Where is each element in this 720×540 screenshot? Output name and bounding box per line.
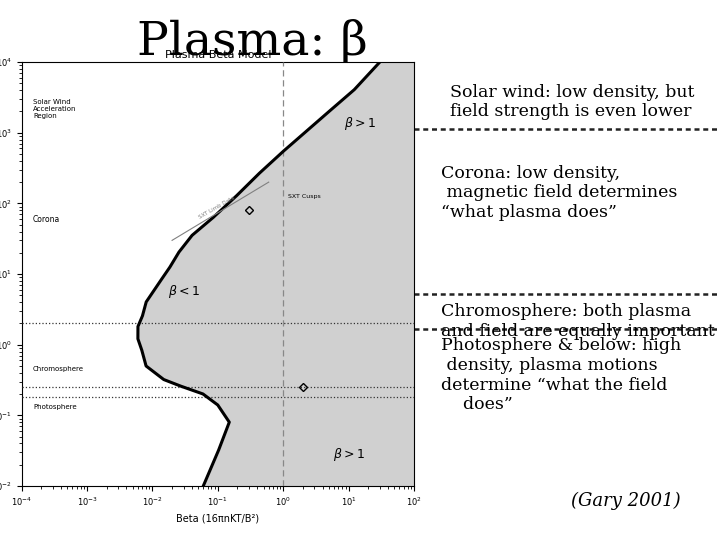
Text: Solar Wind
Acceleration
Region: Solar Wind Acceleration Region — [33, 99, 76, 119]
Text: Solar wind: low density, but
field strength is even lower: Solar wind: low density, but field stren… — [450, 84, 694, 120]
FancyArrow shape — [387, 338, 414, 354]
Text: $\beta<1$: $\beta<1$ — [168, 284, 199, 300]
Text: $\beta>1$: $\beta>1$ — [344, 115, 376, 132]
FancyArrow shape — [387, 299, 414, 315]
Text: SXT Cusps: SXT Cusps — [289, 194, 321, 199]
Text: (Gary 2001): (Gary 2001) — [571, 492, 680, 510]
FancyArrow shape — [387, 178, 414, 194]
Text: Photosphere & below: high
 density, plasma motions
determine “what the field
   : Photosphere & below: high density, plasm… — [441, 338, 681, 413]
Text: Photosphere: Photosphere — [33, 404, 77, 410]
Text: Chromosphere: Chromosphere — [33, 366, 84, 372]
FancyArrow shape — [387, 78, 414, 94]
Text: Corona: low density,
 magnetic field determines
“what plasma does”: Corona: low density, magnetic field dete… — [441, 165, 677, 221]
Title: Plasma Beta Model: Plasma Beta Model — [165, 50, 271, 60]
Text: SXT Limb Data: SXT Limb Data — [198, 195, 236, 220]
Text: Plasma: β: Plasma: β — [137, 19, 367, 65]
Text: $\beta>1$: $\beta>1$ — [333, 446, 364, 463]
Text: Corona: Corona — [33, 214, 60, 224]
X-axis label: Beta (16πnKT/B²): Beta (16πnKT/B²) — [176, 514, 259, 524]
Text: Chromosphere: both plasma
and field are equally important: Chromosphere: both plasma and field are … — [441, 303, 714, 340]
